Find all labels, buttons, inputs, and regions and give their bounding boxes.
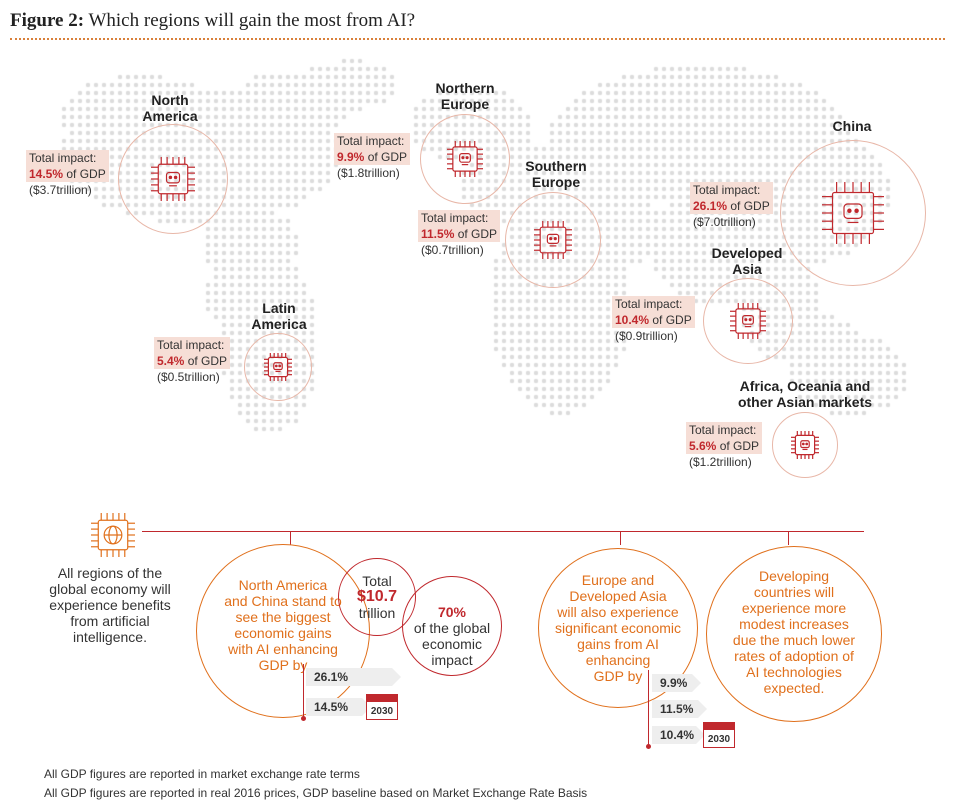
gdp-pill: 14.5% [306, 698, 371, 716]
timeline-line [648, 670, 649, 746]
impact-southern-europe: Total impact: 11.5% of GDP ($0.7trillion… [418, 210, 501, 258]
impact-china: Total impact: 26.1% of GDP ($7.0trillion… [690, 182, 773, 230]
connector-line [620, 531, 621, 545]
figure-title: Figure 2: Which regions will gain the mo… [10, 10, 416, 31]
region-circle-southern-europe [505, 192, 601, 288]
timeline-line [303, 664, 304, 718]
connector-line [290, 531, 291, 545]
ai-chip-icon [729, 302, 767, 345]
ai-chip-icon [533, 220, 573, 265]
ai-chip-icon [263, 352, 293, 387]
footnote: All GDP figures are reported in real 201… [44, 786, 588, 800]
region-circle-northern-europe [420, 114, 510, 204]
share-text: 70% of the global economic impact [413, 604, 491, 668]
all-regions-text: All regions of the global economy will exp… [49, 565, 171, 645]
region-name-latin-america: Latin America [251, 300, 307, 332]
ai-chip-icon [790, 430, 820, 465]
europe-asia-circle [538, 548, 698, 708]
region-circle-north-america [118, 124, 228, 234]
region-circle-africa-oceania [772, 412, 838, 478]
region-circle-china [780, 140, 926, 286]
impact-africa-oceania: Total impact: 5.6% of GDP ($1.2trillion) [686, 422, 763, 470]
region-name-north-america: North America [142, 92, 198, 124]
na-china-text: North America and China stand to see the b… [224, 577, 342, 673]
region-name-developed-asia: Developed Asia [711, 245, 783, 277]
developing-text: Developing countries will experience more m… [732, 568, 856, 696]
gdp-pill: 26.1% [306, 668, 401, 686]
connector-line [142, 531, 864, 532]
total-text: Total $10.7 trillion [356, 573, 398, 621]
calendar-icon: 2030 [366, 694, 398, 720]
region-circle-developed-asia [703, 278, 793, 364]
europe-asia-text: Europe and Developed Asia will also experi… [554, 572, 682, 684]
timeline-dot [646, 744, 651, 749]
gdp-pill: 11.5% [652, 700, 707, 718]
region-name-china: China [832, 118, 872, 134]
connector-line [788, 531, 789, 545]
ai-chip-icon [446, 140, 484, 183]
ai-chip-icon [150, 156, 196, 207]
region-name-africa-oceania: Africa, Oceania and other Asian markets [737, 378, 873, 410]
footnote: All GDP figures are reported in market e… [44, 767, 360, 781]
globe-chip-icon [90, 512, 136, 563]
gdp-pill: 9.9% [652, 674, 701, 692]
share-circle [402, 576, 502, 676]
impact-northern-europe: Total impact: 9.9% of GDP ($1.8trillion) [334, 133, 411, 181]
ai-chip-icon [821, 181, 885, 250]
region-circle-latin-america [244, 333, 312, 401]
impact-north-america: Total impact: 14.5% of GDP ($3.7trillion… [26, 150, 109, 198]
timeline-dot [301, 716, 306, 721]
developing-circle [706, 546, 882, 722]
title-divider [10, 38, 945, 40]
region-name-southern-europe: Southern Europe [525, 158, 587, 190]
region-name-northern-europe: Northern Europe [435, 80, 495, 112]
impact-latin-america: Total impact: 5.4% of GDP ($0.5trillion) [154, 337, 231, 385]
impact-developed-asia: Total impact: 10.4% of GDP ($0.9trillion… [612, 296, 695, 344]
calendar-icon: 2030 [703, 722, 735, 748]
gdp-pill: 10.4% [652, 726, 705, 744]
